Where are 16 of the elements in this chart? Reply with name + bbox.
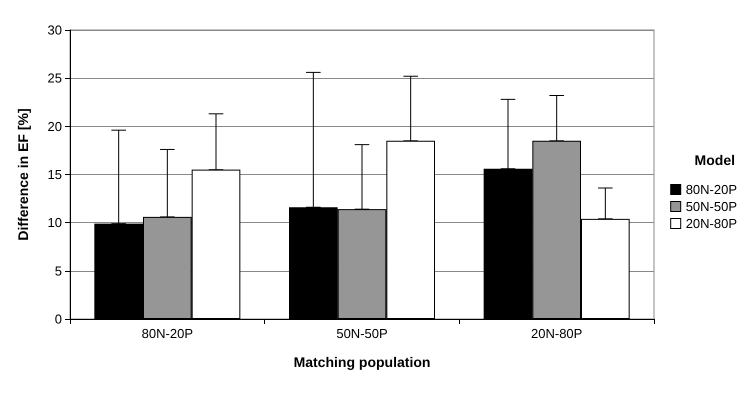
x-tick-label: 50N-50P <box>336 326 388 341</box>
x-tick-label: 20N-80P <box>531 326 582 341</box>
y-tick-label: 30 <box>48 22 62 38</box>
legend-label: 80N-20P <box>686 182 738 197</box>
x-axis-title: Matching population <box>294 354 430 370</box>
y-axis-title: Difference in EF [%] <box>15 108 31 241</box>
y-tick-label: 10 <box>48 215 62 230</box>
y-tick-label: 5 <box>54 263 62 278</box>
y-tick-label: 25 <box>48 70 62 86</box>
y-tick-label: 20 <box>48 118 62 134</box>
y-tick-label: 0 <box>54 312 62 326</box>
x-tick-label: 80N-20P <box>142 326 193 341</box>
legend-title: Model <box>694 152 736 168</box>
legend-label: 20N-80P <box>686 216 738 231</box>
y-tick-label: 15 <box>48 167 62 182</box>
legend-label: 50N-50P <box>686 199 738 214</box>
